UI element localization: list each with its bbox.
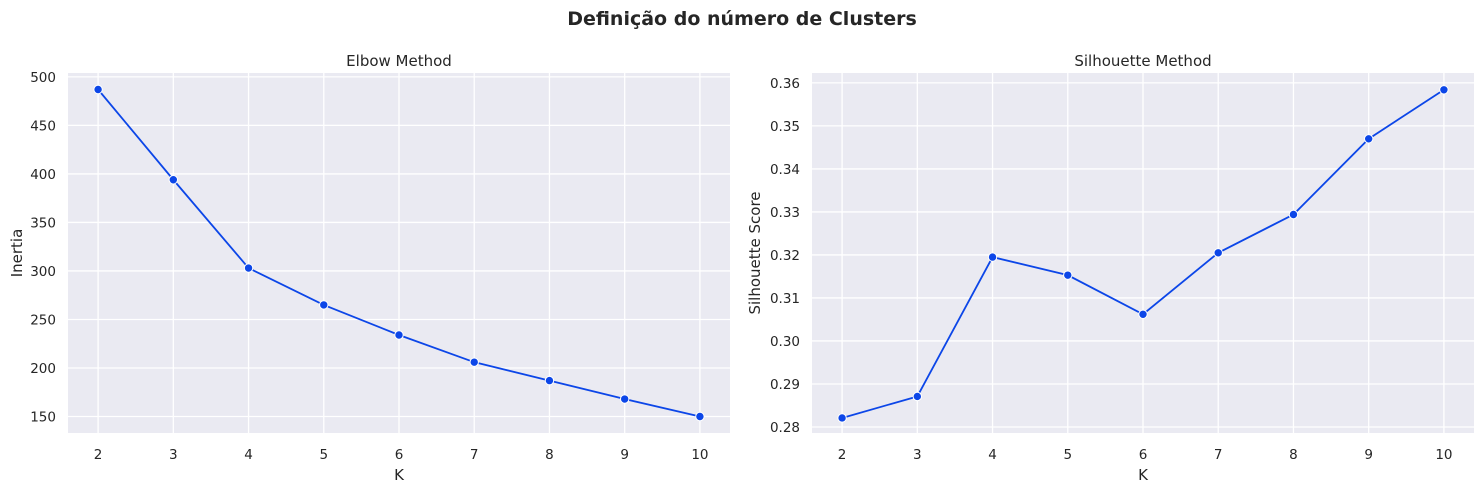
silhouette-gridlines bbox=[812, 73, 1474, 433]
elbow-tick-labels: 2 3 4 5 6 7 8 9 10 150 200 250 300 350 400 450 500 bbox=[30, 70, 708, 463]
elbow-y-tick-label: 450 bbox=[30, 118, 56, 134]
elbow-x-tick-label: 8 bbox=[545, 447, 554, 463]
silhouette-x-axis-label: K bbox=[1138, 466, 1149, 484]
silhouette-x-tick-label: 2 bbox=[838, 447, 847, 463]
silhouette-x-tick-label: 7 bbox=[1214, 447, 1223, 463]
elbow-y-tick-label: 200 bbox=[30, 361, 56, 377]
elbow-x-tick-label: 7 bbox=[470, 447, 479, 463]
elbow-data-point bbox=[394, 330, 404, 340]
elbow-data-point bbox=[544, 375, 555, 386]
elbow-y-tick-label: 150 bbox=[30, 410, 56, 426]
elbow-x-tick-label: 4 bbox=[244, 447, 253, 463]
elbow-x-tick-label: 5 bbox=[319, 447, 328, 463]
elbow-data-point bbox=[93, 84, 103, 95]
silhouette-x-tick-label: 5 bbox=[1063, 447, 1072, 463]
elbow-data-point bbox=[243, 263, 254, 273]
silhouette-data-point bbox=[1288, 209, 1299, 220]
silhouette-y-tick-label: 0.28 bbox=[770, 420, 800, 436]
silhouette-data-point bbox=[1063, 270, 1073, 280]
elbow-y-tick-label: 500 bbox=[30, 70, 56, 86]
silhouette-data-point bbox=[912, 391, 923, 402]
elbow-panel: 2 3 4 5 6 7 8 9 10 150 200 250 300 350 400 450 500 Elbow… bbox=[8, 52, 730, 484]
elbow-x-tick-label: 9 bbox=[620, 447, 629, 463]
figure-title: Definição do número de Clusters bbox=[567, 8, 917, 30]
elbow-data-point bbox=[469, 357, 479, 367]
silhouette-chart-title: Silhouette Method bbox=[1074, 52, 1211, 70]
silhouette-data-point bbox=[1138, 309, 1148, 319]
elbow-data-point bbox=[695, 411, 705, 422]
silhouette-x-tick-label: 6 bbox=[1139, 447, 1148, 463]
silhouette-data-point bbox=[987, 252, 998, 262]
elbow-x-tick-label: 3 bbox=[169, 447, 178, 463]
silhouette-x-tick-label: 4 bbox=[988, 447, 997, 463]
elbow-y-tick-label: 250 bbox=[30, 312, 56, 328]
elbow-y-tick-label: 350 bbox=[30, 215, 56, 231]
elbow-series bbox=[93, 84, 705, 422]
silhouette-series bbox=[837, 85, 1449, 423]
silhouette-data-point bbox=[1439, 85, 1449, 95]
silhouette-x-tick-label: 3 bbox=[913, 447, 922, 463]
silhouette-y-tick-label: 0.36 bbox=[770, 76, 800, 92]
elbow-data-point bbox=[168, 175, 179, 185]
elbow-data-point bbox=[619, 394, 630, 404]
elbow-y-tick-label: 400 bbox=[30, 167, 56, 183]
silhouette-tick-labels: 2 3 4 5 6 7 8 9 10 0.28 0.29 0.30 0.31 0.32 0.33 0.34 0.… bbox=[770, 76, 1453, 463]
silhouette-y-tick-label: 0.32 bbox=[770, 248, 800, 264]
elbow-x-tick-label: 6 bbox=[395, 447, 404, 463]
silhouette-x-tick-label: 9 bbox=[1364, 447, 1373, 463]
silhouette-x-tick-label: 8 bbox=[1289, 447, 1298, 463]
silhouette-panel: 2 3 4 5 6 7 8 9 10 0.28 0.29 0.30 0.31 0.32 0.33 0.34 0.… bbox=[746, 52, 1474, 484]
silhouette-y-axis-label: Silhouette Score bbox=[746, 191, 764, 314]
silhouette-y-tick-label: 0.35 bbox=[770, 119, 800, 135]
elbow-chart-title: Elbow Method bbox=[346, 52, 452, 70]
silhouette-data-point bbox=[1213, 248, 1223, 258]
elbow-x-tick-label: 2 bbox=[94, 447, 103, 463]
elbow-y-tick-label: 300 bbox=[30, 264, 56, 280]
silhouette-y-tick-label: 0.29 bbox=[770, 377, 800, 393]
elbow-x-axis-label: K bbox=[394, 466, 405, 484]
silhouette-y-tick-label: 0.34 bbox=[770, 162, 800, 178]
elbow-data-point bbox=[319, 300, 329, 310]
elbow-x-tick-label: 10 bbox=[691, 447, 708, 463]
silhouette-data-point bbox=[837, 413, 847, 423]
silhouette-y-tick-label: 0.30 bbox=[770, 334, 800, 350]
elbow-y-axis-label: Inertia bbox=[8, 229, 26, 278]
silhouette-y-tick-label: 0.33 bbox=[770, 205, 800, 221]
silhouette-y-tick-label: 0.31 bbox=[770, 291, 800, 307]
silhouette-data-point bbox=[1363, 134, 1374, 144]
silhouette-x-tick-label: 10 bbox=[1435, 447, 1452, 463]
elbow-gridlines bbox=[68, 73, 730, 433]
